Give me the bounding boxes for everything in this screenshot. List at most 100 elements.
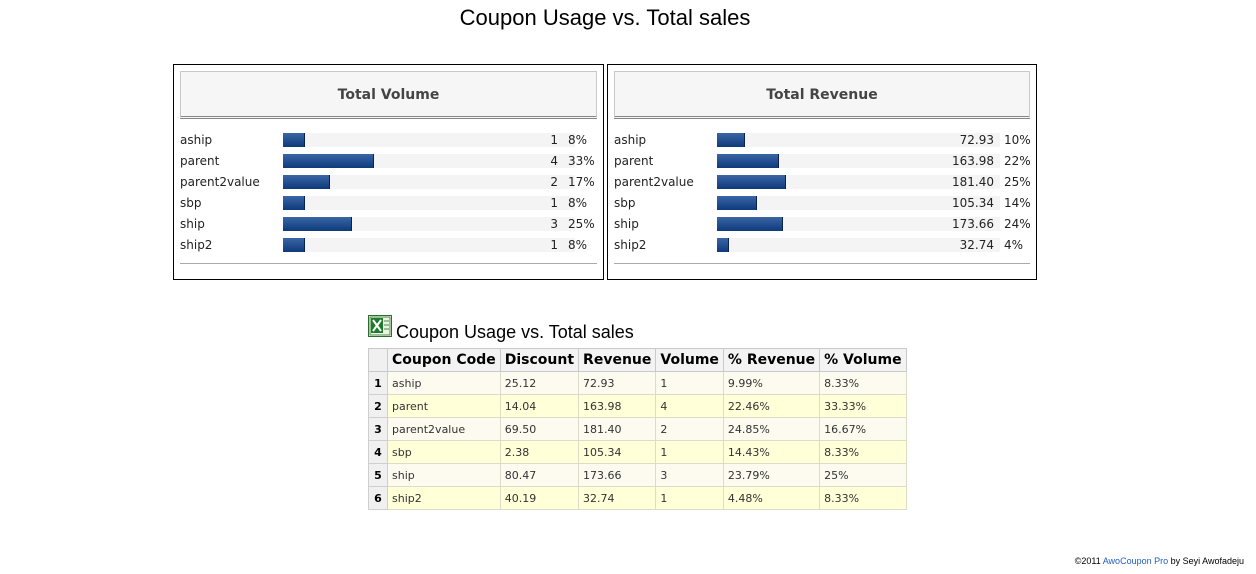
percent-label: 10% xyxy=(1004,133,1031,147)
table-cell: 8.33% xyxy=(819,440,907,464)
bar-row: parent 163.98 22% xyxy=(614,152,1031,170)
bar-row: ship2 32.74 4% xyxy=(614,236,1030,254)
table-cell: 33.33% xyxy=(819,394,907,418)
value-label: 173.66 xyxy=(952,217,994,231)
total-volume-chart: Total Volume aship 1 8% parent 4 33% parent2va… xyxy=(173,64,604,280)
table-cell: 72.93 xyxy=(578,371,657,395)
bar xyxy=(283,133,305,147)
table-cell: parent2value xyxy=(387,417,501,441)
excel-export-icon[interactable] xyxy=(368,315,392,337)
table-cell: 9.99% xyxy=(722,371,821,395)
bar-track xyxy=(283,196,575,210)
value-label: 3 xyxy=(550,217,558,231)
percent-label: 25% xyxy=(568,217,595,231)
row-number: 5 xyxy=(368,463,388,487)
value-label: 1 xyxy=(550,133,558,147)
footer: ©2011 AwoCoupon Pro by Seyi Awofadeju xyxy=(1075,556,1244,566)
page-title: Coupon Usage vs. Total sales xyxy=(459,5,751,30)
table-cell: 1 xyxy=(655,486,724,510)
value-label: 4 xyxy=(550,154,558,168)
table-cell: 69.50 xyxy=(499,417,580,441)
percent-label: 4% xyxy=(1004,238,1024,252)
table-cell: 25.12 xyxy=(499,371,580,395)
bar-row: ship 173.66 24% xyxy=(614,215,1031,233)
percent-label: 8% xyxy=(568,133,588,147)
percent-label: 24% xyxy=(1004,217,1031,231)
bar-track xyxy=(717,154,1000,168)
table-cell: 25% xyxy=(819,463,907,487)
percent-label: 17% xyxy=(568,175,595,189)
column-header[interactable]: % Revenue xyxy=(722,348,821,372)
bar-track xyxy=(717,133,1000,147)
table-cell: aship xyxy=(387,371,501,395)
table-cell: ship xyxy=(387,463,501,487)
table-cell: 173.66 xyxy=(578,463,657,487)
table-cell: 32.74 xyxy=(578,486,657,510)
category-label: aship xyxy=(614,133,647,147)
bar xyxy=(283,196,305,210)
footer-copyright: ©2011 xyxy=(1074,556,1103,566)
bar-row: sbp 1 8% xyxy=(180,194,597,212)
table-cell: 80.47 xyxy=(499,463,580,487)
bar-row: aship 72.93 10% xyxy=(614,131,1031,149)
bar xyxy=(283,154,374,168)
table-cell: 3 xyxy=(655,463,724,487)
bar-row: parent2value 2 17% xyxy=(180,173,597,191)
bar-track xyxy=(283,133,575,147)
table-cell: 2.38 xyxy=(499,440,580,464)
value-label: 32.74 xyxy=(959,238,994,252)
category-label: ship xyxy=(614,217,639,231)
table-row[interactable]: 4 sbp 2.38 105.34 1 14.43% 8.33% xyxy=(368,440,907,464)
table-cell: 1 xyxy=(655,440,724,464)
bar-track xyxy=(717,196,1000,210)
table-cell: 4 xyxy=(655,394,724,418)
value-label: 163.98 xyxy=(952,154,994,168)
table-row[interactable]: 2 parent 14.04 163.98 4 22.46% 33.33% xyxy=(368,394,907,418)
bar-row: ship 3 25% xyxy=(180,215,597,233)
column-header[interactable]: Coupon Code xyxy=(387,348,501,372)
footer-link[interactable]: AwoCoupon Pro xyxy=(1102,556,1169,566)
table-row[interactable]: 1 aship 25.12 72.93 1 9.99% 8.33% xyxy=(368,371,907,395)
chart-title: Total Volume xyxy=(180,71,597,119)
table-cell: 14.04 xyxy=(499,394,580,418)
total-revenue-chart: Total Revenue aship 72.93 10% parent 163.98 2… xyxy=(607,64,1037,280)
table-cell: parent xyxy=(387,394,501,418)
bar xyxy=(283,238,305,252)
row-number: 3 xyxy=(368,417,388,441)
category-label: aship xyxy=(180,133,213,147)
value-label: 105.34 xyxy=(952,196,994,210)
bar xyxy=(717,154,779,168)
value-label: 72.93 xyxy=(959,133,994,147)
table-cell: 22.46% xyxy=(722,394,821,418)
table-cell: 23.79% xyxy=(722,463,821,487)
category-label: ship2 xyxy=(614,238,647,252)
column-header[interactable]: % Volume xyxy=(819,348,907,372)
table-row[interactable]: 6 ship2 40.19 32.74 1 4.48% 8.33% xyxy=(368,486,907,510)
table-cell: 24.85% xyxy=(722,417,821,441)
percent-label: 14% xyxy=(1004,196,1031,210)
row-number: 4 xyxy=(368,440,388,464)
table-cell: sbp xyxy=(387,440,501,464)
bar-row: ship2 1 8% xyxy=(180,236,597,254)
bar xyxy=(717,217,783,231)
value-label: 181.40 xyxy=(952,175,994,189)
column-header[interactable]: Revenue xyxy=(578,348,657,372)
column-header[interactable]: Discount xyxy=(499,348,580,372)
bar-track xyxy=(717,238,1000,252)
bar-track xyxy=(283,238,575,252)
bar xyxy=(717,133,745,147)
coupon-table: Coupon Code Discount Revenue Volume % Re… xyxy=(368,348,907,510)
category-label: parent2value xyxy=(180,175,260,189)
category-label: sbp xyxy=(614,196,636,210)
column-header[interactable]: Volume xyxy=(655,348,724,372)
table-row[interactable]: 3 parent2value 69.50 181.40 2 24.85% 16.67% xyxy=(368,417,907,441)
footer-author: by Seyi Awofadeju xyxy=(1168,556,1244,566)
category-label: ship2 xyxy=(180,238,213,252)
bar-track xyxy=(717,217,1000,231)
bar xyxy=(717,175,786,189)
table-cell: 105.34 xyxy=(578,440,657,464)
chart-footer-divider xyxy=(614,263,1030,264)
percent-label: 25% xyxy=(1004,175,1031,189)
bar-track xyxy=(717,175,1000,189)
table-row[interactable]: 5 ship 80.47 173.66 3 23.79% 25% xyxy=(368,463,907,487)
